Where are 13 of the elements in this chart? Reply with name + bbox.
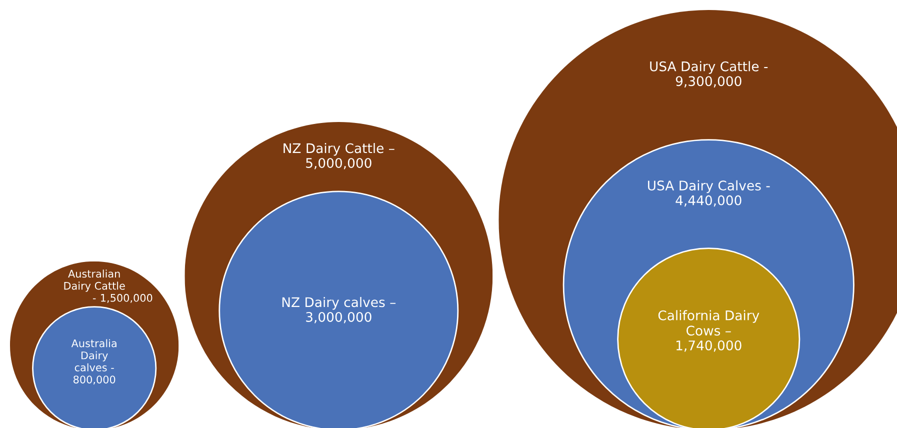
category-label: NZ Dairy Cattle – [284,142,394,156]
category-label: USA Dairy Calves - [648,180,770,194]
data-label: 9,300,000 [676,76,742,88]
data-label: 1,500,000 [101,294,152,303]
category-label: California Dairy Cows – [658,310,760,336]
data-label: 5,000,000 [306,158,372,170]
category-label: Australia Dairy calves - [71,339,116,372]
category-label: USA Dairy Cattle - [650,61,768,74]
category-label: NZ Dairy calves – [282,296,396,310]
data-label: 4,440,000 [676,195,742,207]
data-label: 1,740,000 [676,340,742,352]
data-label: 3,000,000 [306,312,372,324]
data-label: 800,000 [74,376,116,385]
